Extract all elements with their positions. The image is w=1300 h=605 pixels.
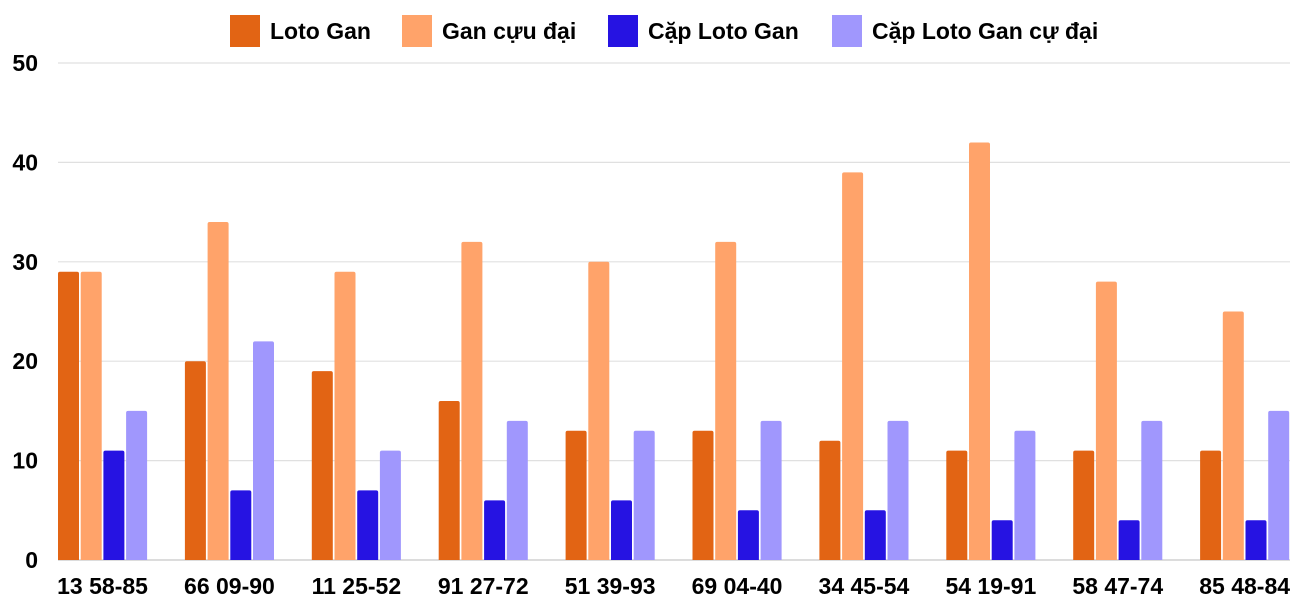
bar-cặp-loto-gan-cự-đại <box>1014 430 1036 560</box>
bar-cặp-loto-gan <box>864 510 886 560</box>
legend-label: Cặp Loto Gan <box>648 18 799 44</box>
bar-gan-cựu-đại <box>715 241 737 561</box>
legend: Loto Gan Gan cựu đại Cặp Loto Gan Cặp Loto … <box>230 15 1098 47</box>
legend-swatch <box>230 15 260 47</box>
bar-loto-gan <box>946 450 968 560</box>
bar-cặp-loto-gan <box>1118 520 1140 560</box>
x-tick-label: 91 27-72 <box>438 573 529 599</box>
y-tick-label: 10 <box>12 448 38 474</box>
y-axis: 0 10 20 30 40 50 <box>12 50 38 573</box>
bar-loto-gan <box>1200 450 1222 560</box>
bar-cặp-loto-gan <box>737 510 759 560</box>
legend-swatch <box>608 15 638 47</box>
x-tick-label: 69 04-40 <box>692 573 783 599</box>
bar-cặp-loto-gan-cự-đại <box>126 410 148 560</box>
bar-cặp-loto-gan-cự-đại <box>379 450 401 560</box>
bar-gan-cựu-đại <box>588 261 610 560</box>
bar-cặp-loto-gan <box>611 500 632 560</box>
x-axis: 13 58-85 66 09-90 11 25-52 91 27-72 51 39-93… <box>57 573 1290 599</box>
x-tick-label: 54 19-91 <box>945 573 1036 599</box>
y-tick-label: 0 <box>25 547 38 573</box>
legend-swatch <box>402 15 432 47</box>
bar-gan-cựu-đại <box>334 271 356 560</box>
bar-gan-cựu-đại <box>80 271 102 560</box>
bar-loto-gan <box>819 440 841 560</box>
bar-loto-gan <box>565 430 587 560</box>
bar-cặp-loto-gan <box>991 520 1013 560</box>
bar-gan-cựu-đại <box>207 222 229 561</box>
bar-gan-cựu-đại <box>1095 281 1117 560</box>
bar-cặp-loto-gan <box>484 500 506 560</box>
legend-swatch <box>832 15 862 47</box>
bar-gan-cựu-đại <box>461 241 483 561</box>
bar-gan-cựu-đại <box>1222 311 1244 560</box>
bar-gan-cựu-đại <box>969 142 990 560</box>
bar-loto-gan <box>311 371 333 560</box>
bar-cặp-loto-gan-cự-đại <box>253 341 274 560</box>
bar-cặp-loto-gan-cự-đại <box>1268 410 1290 560</box>
legend-label: Loto Gan <box>270 18 371 44</box>
bar-cặp-loto-gan-cự-đại <box>887 420 909 560</box>
bar-loto-gan <box>184 361 206 560</box>
x-tick-label: 58 47-74 <box>1072 573 1163 599</box>
legend-label: Gan cựu đại <box>442 18 576 44</box>
legend-label: Cặp Loto Gan cự đại <box>872 18 1098 44</box>
y-tick-label: 20 <box>12 348 38 374</box>
bar-gan-cựu-đại <box>842 172 864 560</box>
bar-cặp-loto-gan <box>103 450 125 560</box>
bar-loto-gan <box>1073 450 1095 560</box>
bar-loto-gan <box>692 430 714 560</box>
x-tick-label: 66 09-90 <box>184 573 275 599</box>
x-tick-label: 85 48-84 <box>1199 573 1290 599</box>
x-tick-label: 11 25-52 <box>312 573 402 599</box>
bars <box>58 142 1290 561</box>
y-tick-label: 30 <box>12 249 38 275</box>
y-tick-label: 40 <box>12 149 38 175</box>
bar-cặp-loto-gan <box>1245 520 1267 560</box>
y-tick-label: 50 <box>12 50 38 76</box>
bar-cặp-loto-gan-cự-đại <box>506 420 528 560</box>
x-tick-label: 13 58-85 <box>57 573 148 599</box>
bar-cặp-loto-gan-cự-đại <box>760 420 782 560</box>
bar-cặp-loto-gan <box>230 490 252 560</box>
x-tick-label: 34 45-54 <box>819 573 910 599</box>
bar-cặp-loto-gan-cự-đại <box>633 430 655 560</box>
x-tick-label: 51 39-93 <box>565 573 656 599</box>
bar-cặp-loto-gan-cự-đại <box>1141 420 1163 560</box>
bar-cặp-loto-gan <box>357 490 379 560</box>
bar-loto-gan <box>58 271 79 560</box>
bar-loto-gan <box>438 400 460 560</box>
